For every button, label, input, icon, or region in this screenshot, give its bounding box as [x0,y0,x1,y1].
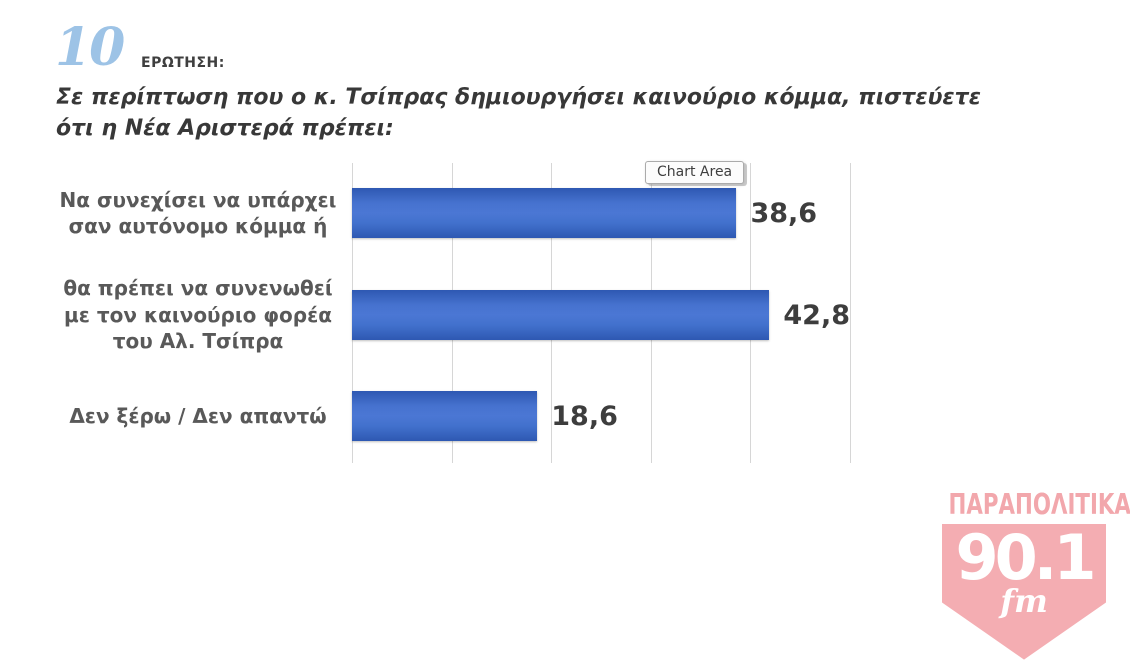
gridline [850,163,851,463]
station-logo: ΠΑΡΑΠΟΛΙΤΙΚΑ 90.1 fm [932,488,1130,660]
question-number: 10 [55,17,125,78]
station-band: fm [1000,581,1048,620]
bar[interactable] [352,188,737,238]
station-name: ΠΑΡΑΠΟΛΙΤΙΚΑ [948,488,1130,522]
category-label: Να συνεχίσει να υπάρχει σαν αυτόνομο κόμ… [59,187,337,238]
question-label: ΕΡΩΤΗΣΗ: [141,55,225,71]
category-label: Δεν ξέρω / Δεν απαντώ [69,403,327,428]
bar-row: 38,6 [352,188,850,238]
plot-area[interactable]: 38,6 42,8 18,6 [352,163,851,463]
value-label: 38,6 [750,197,818,229]
station-frequency: 90.1 [955,520,1097,594]
question-text: Σε περίπτωση που ο κ. Τσίπρας δημιουργήσ… [56,85,981,142]
category-axis: Να συνεχίσει να υπάρχει σαν αυτόνομο κόμ… [50,163,346,463]
logo-shield: 90.1 fm [942,520,1106,660]
bar-row: 42,8 [352,290,850,340]
bar-row: 18,6 [352,391,850,441]
value-label: 42,8 [783,299,850,331]
bar[interactable] [352,290,770,340]
chart-area-tooltip: Chart Area [645,161,745,184]
bar[interactable] [352,391,538,441]
category-label: θα πρέπει να συνενωθεί με τον καινούριο … [63,276,333,354]
value-label: 18,6 [551,400,618,432]
